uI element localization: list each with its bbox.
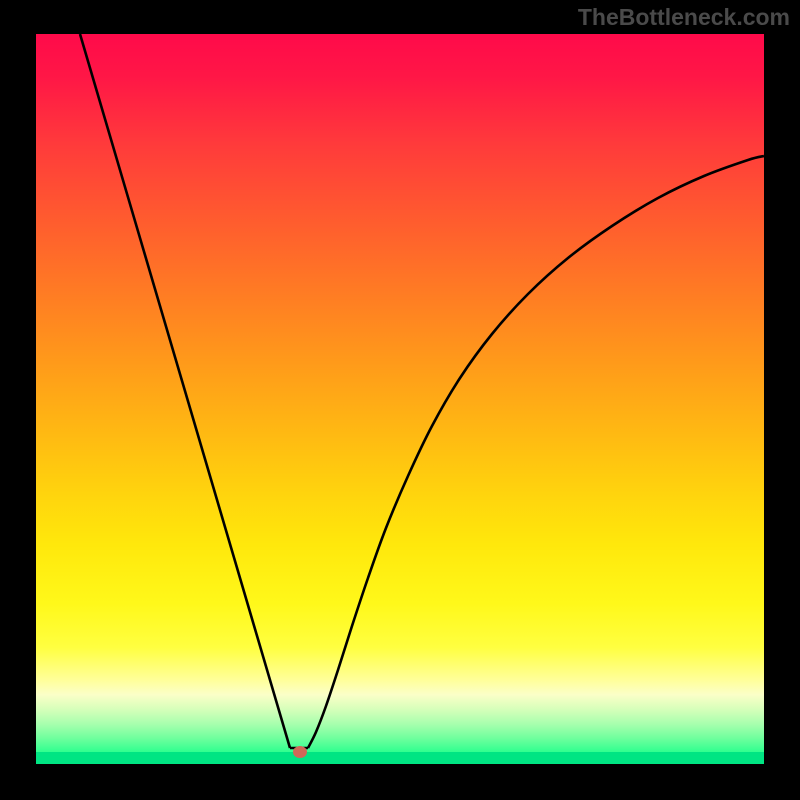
watermark-label: TheBottleneck.com (578, 4, 790, 31)
chart-container: TheBottleneck.com (0, 0, 800, 800)
green-band (36, 752, 764, 764)
bottleneck-chart (0, 0, 800, 800)
plot-area (36, 34, 764, 764)
valley-marker (293, 746, 307, 758)
